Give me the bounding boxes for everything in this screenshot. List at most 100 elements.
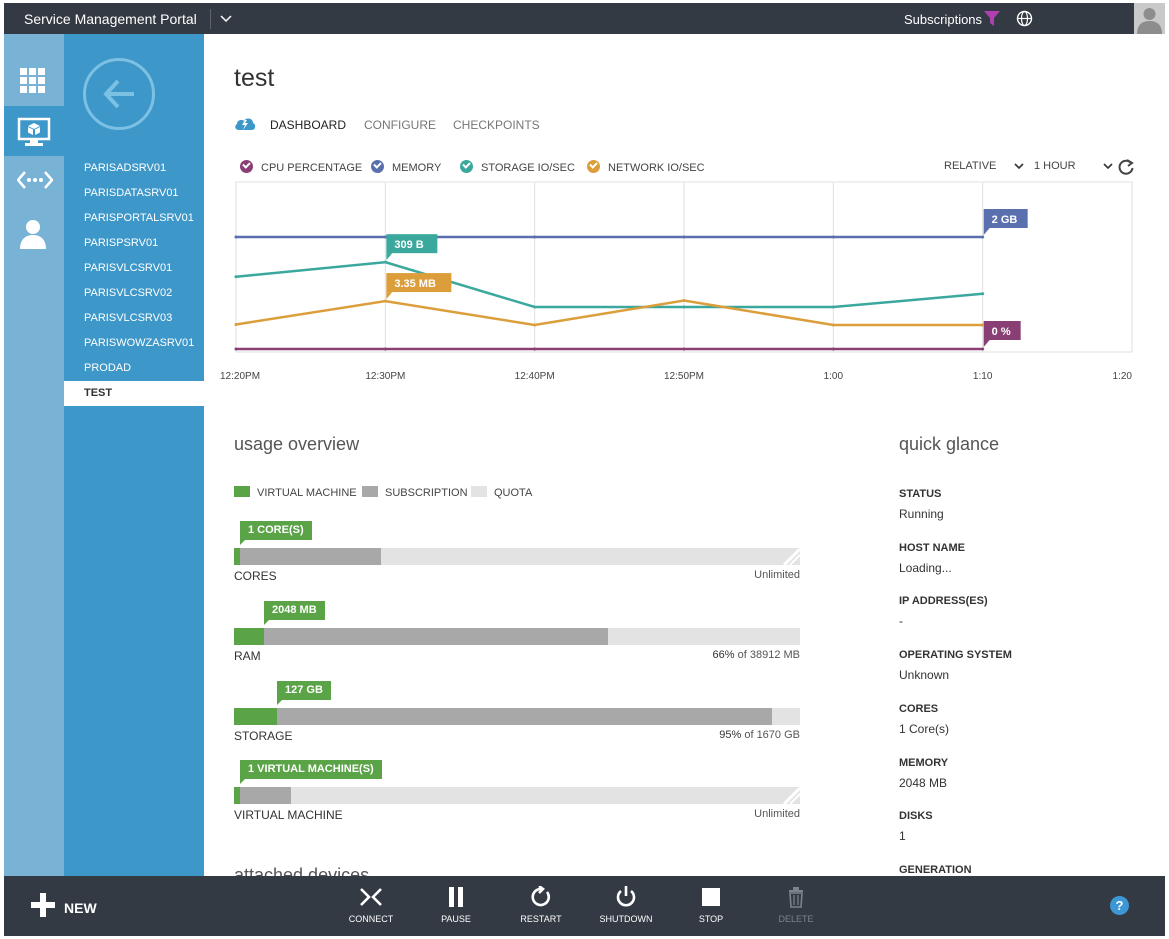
- data-point: [981, 292, 985, 296]
- back-button[interactable]: [83, 58, 155, 130]
- quick-glance-key: MEMORY: [899, 757, 949, 769]
- new-button[interactable]: NEW: [30, 892, 120, 920]
- shutdown-button[interactable]: SHUTDOWN: [591, 886, 661, 930]
- data-point: [831, 323, 835, 327]
- data-point: [234, 275, 238, 279]
- callout-label: 2 GB: [992, 214, 1018, 226]
- delete-button[interactable]: DELETE: [761, 886, 831, 930]
- connect-button[interactable]: CONNECT: [336, 886, 406, 930]
- rail-item-networks[interactable]: [4, 155, 64, 205]
- swatch: [471, 486, 487, 497]
- legend-storage[interactable]: STORAGE IO/SEC: [460, 160, 575, 174]
- series-callout: 0 %: [983, 321, 1021, 347]
- quick-glance-title: quick glance: [899, 434, 1000, 454]
- data-point: [682, 299, 686, 303]
- legend-network[interactable]: NETWORK IO/SEC: [587, 160, 705, 174]
- portal-title[interactable]: Service Management Portal: [24, 11, 197, 27]
- usage-flag: 1 CORE(S): [240, 521, 312, 545]
- data-point: [234, 347, 238, 351]
- network-icon: [17, 171, 53, 189]
- usage-value: Unlimited: [754, 569, 800, 581]
- help-icon[interactable]: ?: [1110, 896, 1129, 915]
- x-tick-label: 1:00: [824, 371, 844, 382]
- vm-list-item[interactable]: PARISVLCSRV02: [84, 287, 173, 299]
- rail-item-all-items[interactable]: [4, 54, 64, 104]
- usage-label: STORAGE: [234, 729, 293, 743]
- chevron-down-icon[interactable]: [218, 11, 234, 25]
- tab-configure[interactable]: CONFIGURE: [364, 118, 436, 132]
- vm-list-item[interactable]: PARISADSRV01: [84, 162, 167, 174]
- legend-label: NETWORK IO/SEC: [608, 162, 705, 174]
- callout-label: 0 %: [992, 326, 1011, 338]
- icon-rail: [4, 34, 64, 876]
- performance-chart: 12:20PM 12:30PM 12:40PM 12:50PM 1:00 1:10 1:20…: [220, 181, 1133, 382]
- rail-item-my-account[interactable]: [4, 206, 64, 256]
- quick-glance-value: -: [899, 614, 903, 628]
- subscriptions-link[interactable]: Subscriptions: [904, 12, 983, 27]
- vm-fill: [234, 628, 264, 645]
- tab-dashboard[interactable]: DASHBOARD: [270, 118, 347, 132]
- vm-list-item[interactable]: PARISDATASRV01: [84, 187, 179, 199]
- quick-glance-key: GENERATION: [899, 864, 972, 876]
- tab-checkpoints[interactable]: CHECKPOINTS: [453, 118, 540, 132]
- data-point: [383, 260, 387, 264]
- quick-glance-key: CORES: [899, 703, 939, 715]
- legend-label: SUBSCRIPTION: [385, 487, 468, 499]
- filter-icon[interactable]: [984, 11, 1000, 26]
- legend-memory[interactable]: MEMORY: [371, 160, 441, 174]
- vm-list-item[interactable]: PARISVLCSRV01: [84, 262, 173, 274]
- pause-button[interactable]: PAUSE: [421, 886, 491, 930]
- rail-item-virtual-machines[interactable]: [4, 106, 64, 156]
- vm-list-item[interactable]: PARISVLCSRV03: [84, 312, 173, 324]
- command-label: SHUTDOWN: [599, 914, 653, 924]
- x-tick-label: 12:30PM: [365, 371, 405, 382]
- unlimited-slash: [782, 787, 800, 804]
- swatch: [362, 486, 378, 497]
- vm-list-item[interactable]: PARISPORTALSRV01: [84, 212, 194, 224]
- quick-glance-key: OPERATING SYSTEM: [899, 649, 1012, 661]
- quota-track: [234, 787, 800, 804]
- vm-list-item[interactable]: TEST: [64, 381, 204, 406]
- data-point: [383, 347, 387, 351]
- chevron-down-icon[interactable]: [1014, 162, 1024, 170]
- quota-track: [234, 708, 800, 725]
- usage-legend-vm: VIRTUAL MACHINE: [234, 486, 357, 499]
- data-point: [234, 235, 238, 239]
- user-avatar[interactable]: [1134, 3, 1165, 34]
- legend-label: VIRTUAL MACHINE: [257, 487, 357, 499]
- x-tick-label: 1:10: [973, 371, 993, 382]
- shutdown-icon: [616, 886, 636, 907]
- chevron-down-icon[interactable]: [1103, 162, 1113, 170]
- data-point: [981, 323, 985, 327]
- vm-list-item[interactable]: PARISPSRV01: [84, 237, 159, 249]
- series-line: [235, 299, 983, 327]
- globe-icon[interactable]: [1016, 10, 1033, 27]
- data-point: [831, 347, 835, 351]
- usage-total: of 38912 MB: [734, 649, 800, 661]
- vm-list-item[interactable]: PRODAD: [84, 362, 132, 374]
- restart-button[interactable]: RESTART: [506, 886, 576, 930]
- user-icon: [20, 220, 46, 249]
- check-icon: [240, 160, 253, 173]
- quick-glance-value: Running: [899, 507, 944, 521]
- data-point: [383, 235, 387, 239]
- usage-label: VIRTUAL MACHINE: [234, 808, 343, 822]
- data-point: [682, 305, 686, 309]
- quick-glance-value: Unknown: [899, 668, 950, 682]
- unlimited-slash: [782, 548, 800, 565]
- vm-list-item[interactable]: PARISWOWZASRV01: [84, 337, 195, 349]
- callout-label: 309 B: [394, 239, 423, 251]
- series-callout: 3.35 MB: [386, 273, 452, 300]
- legend-label: CPU PERCENTAGE: [261, 162, 363, 174]
- mode-select[interactable]: RELATIVE: [944, 160, 997, 172]
- usage-total: Unlimited: [754, 808, 800, 820]
- grid-icon: [20, 68, 45, 93]
- usage-percent: 95%: [719, 729, 742, 741]
- data-point: [533, 235, 537, 239]
- vm-fill: [234, 548, 240, 565]
- refresh-icon[interactable]: [1117, 158, 1135, 176]
- stop-button[interactable]: STOP: [676, 886, 746, 930]
- range-select[interactable]: 1 HOUR: [1034, 160, 1076, 172]
- portal-window: Service Management Portal Subscriptions: [4, 3, 1165, 936]
- legend-cpu[interactable]: CPU PERCENTAGE: [240, 160, 362, 174]
